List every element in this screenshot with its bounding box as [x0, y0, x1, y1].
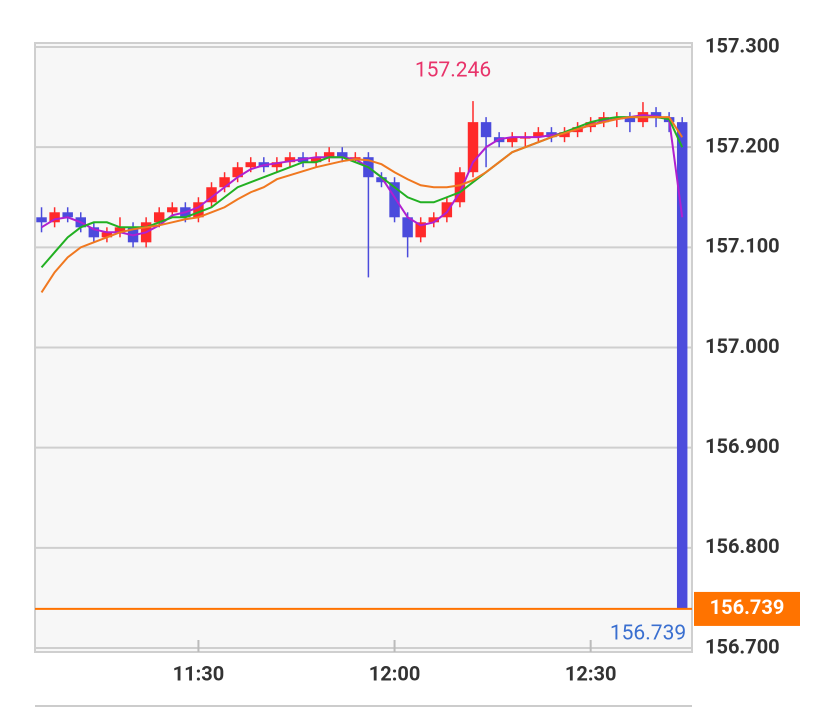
- candle-body: [454, 172, 466, 203]
- candle-body: [415, 222, 426, 238]
- candle-body: [480, 122, 492, 138]
- candle-body: [36, 217, 47, 223]
- candle-body: [284, 157, 296, 163]
- candle-body: [428, 217, 440, 223]
- candle-body: [624, 117, 636, 123]
- last-price-box: [694, 591, 800, 626]
- candle-body: [376, 177, 387, 183]
- candle-body: [62, 212, 73, 218]
- candle-body: [533, 132, 544, 138]
- candle-body: [310, 157, 322, 163]
- candle-body: [206, 187, 217, 203]
- candle-body: [559, 132, 570, 138]
- candle-body: [219, 177, 230, 188]
- candle-body: [337, 152, 348, 158]
- moving-average: [40, 116, 684, 293]
- candle-body: [467, 122, 479, 173]
- x-tick-label: 12:00: [369, 661, 421, 685]
- candle-body: [650, 112, 662, 118]
- min-label: 156.739: [610, 621, 686, 645]
- y-tick-label: 157.100: [705, 234, 780, 258]
- candle-body: [101, 232, 113, 238]
- x-tick-label: 12:30: [565, 661, 617, 685]
- candle-body: [167, 207, 178, 213]
- candle-body: [402, 217, 413, 238]
- candle-body: [193, 202, 204, 218]
- candle-body: [676, 122, 688, 609]
- candle-body: [506, 137, 518, 143]
- max-label: 157.246: [415, 59, 491, 83]
- candle-body: [232, 167, 243, 178]
- y-tick-label: 157.000: [705, 334, 780, 358]
- last-price-label: 156.739: [710, 595, 785, 619]
- y-tick-label: 157.300: [705, 33, 780, 57]
- candle-body: [389, 182, 400, 218]
- candle-body: [88, 227, 100, 238]
- y-tick-label: 156.900: [705, 434, 780, 458]
- candle-body: [350, 157, 361, 159]
- candle-body: [245, 162, 256, 168]
- y-tick-label: 157.200: [705, 133, 780, 157]
- candle-body: [441, 202, 453, 218]
- candle-body: [153, 212, 165, 223]
- x-tick-label: 11:30: [173, 661, 225, 685]
- y-tick-label: 156.700: [705, 634, 780, 658]
- candle-body: [49, 212, 60, 223]
- y-tick-label: 156.800: [705, 534, 780, 558]
- candle-body: [114, 227, 126, 233]
- candle-body: [323, 152, 335, 158]
- candle-body: [271, 162, 283, 168]
